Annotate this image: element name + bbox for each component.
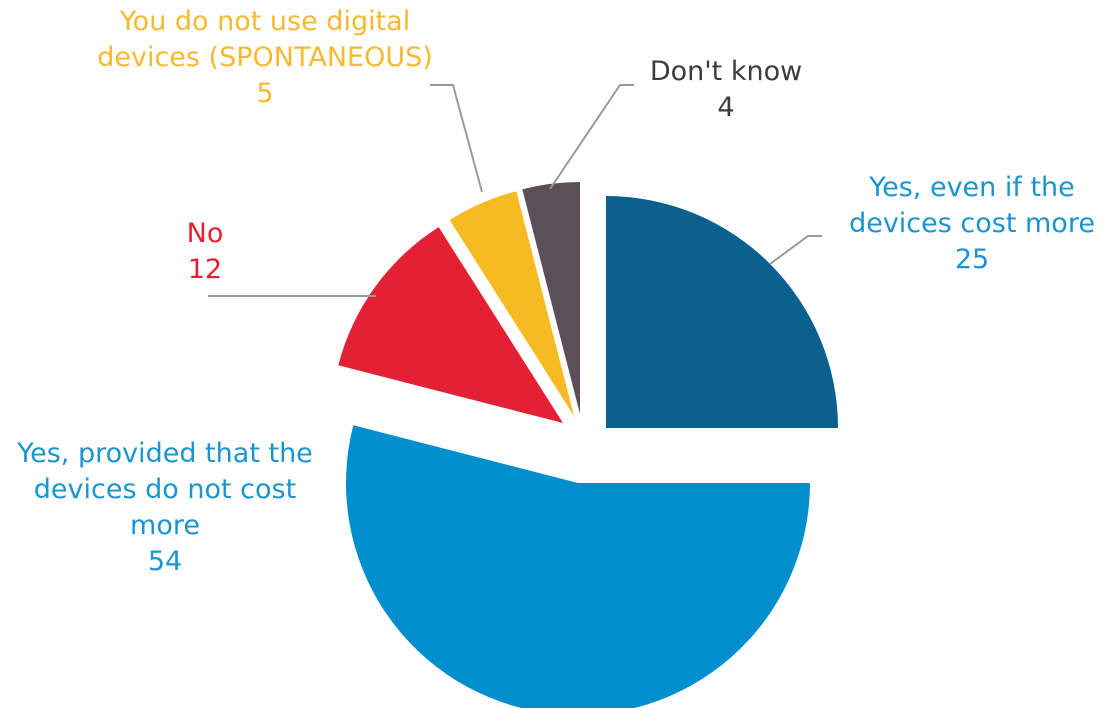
slice-value: 4	[717, 92, 734, 123]
pie-slices	[338, 182, 838, 708]
slice-value: 54	[148, 546, 182, 577]
slice-label-don-t-know: Don't know 4	[650, 56, 802, 123]
slice-value: 12	[188, 254, 222, 285]
pie-slice-no	[338, 227, 563, 423]
slice-label-line: Don't know	[650, 56, 802, 87]
slice-value: 25	[955, 244, 989, 275]
leader-line-yes-even-if-the-devices-cost-more	[769, 235, 822, 265]
leader-lines	[208, 84, 822, 297]
slice-label-yes-even-if-the-devices-cost-more: Yes, even if the devices cost more 25	[849, 172, 1095, 275]
slice-label-line: devices do not cost	[34, 474, 296, 505]
slice-label-yes-provided-that-the-devices-do-not-cost-more: Yes, provided that the devices do not cos…	[16, 438, 313, 577]
leader-line-you-do-not-use-digital-devices-spontaneous	[430, 84, 483, 193]
slice-label-line: devices cost more	[849, 208, 1095, 239]
slice-label-line: No	[187, 218, 224, 249]
pie-slice-yes-provided-that-the-devices-do-not-cost-more	[346, 425, 810, 708]
slice-label-no: No 12	[187, 218, 224, 285]
slice-label-line: You do not use digital	[119, 6, 410, 37]
slice-label-line: devices (SPONTANEOUS)	[97, 42, 433, 73]
pie-slice-don-t-know	[522, 182, 580, 414]
slice-value: 5	[256, 78, 273, 109]
slice-label-line: more	[130, 510, 200, 541]
pie-slice-yes-even-if-the-devices-cost-more	[606, 196, 838, 428]
pie-slice-you-do-not-use-digital-devices-spontaneous	[449, 191, 574, 416]
slice-label-line: Yes, even if the	[868, 172, 1075, 203]
leader-line-don-t-know	[549, 84, 634, 190]
slice-labels: Yes, even if the devices cost more 25Yes, …	[16, 6, 1095, 577]
slice-label-you-do-not-use-digital-devices-spontaneous: You do not use digital devices (SPONTANEO…	[97, 6, 433, 109]
slice-label-line: Yes, provided that the	[16, 438, 313, 469]
